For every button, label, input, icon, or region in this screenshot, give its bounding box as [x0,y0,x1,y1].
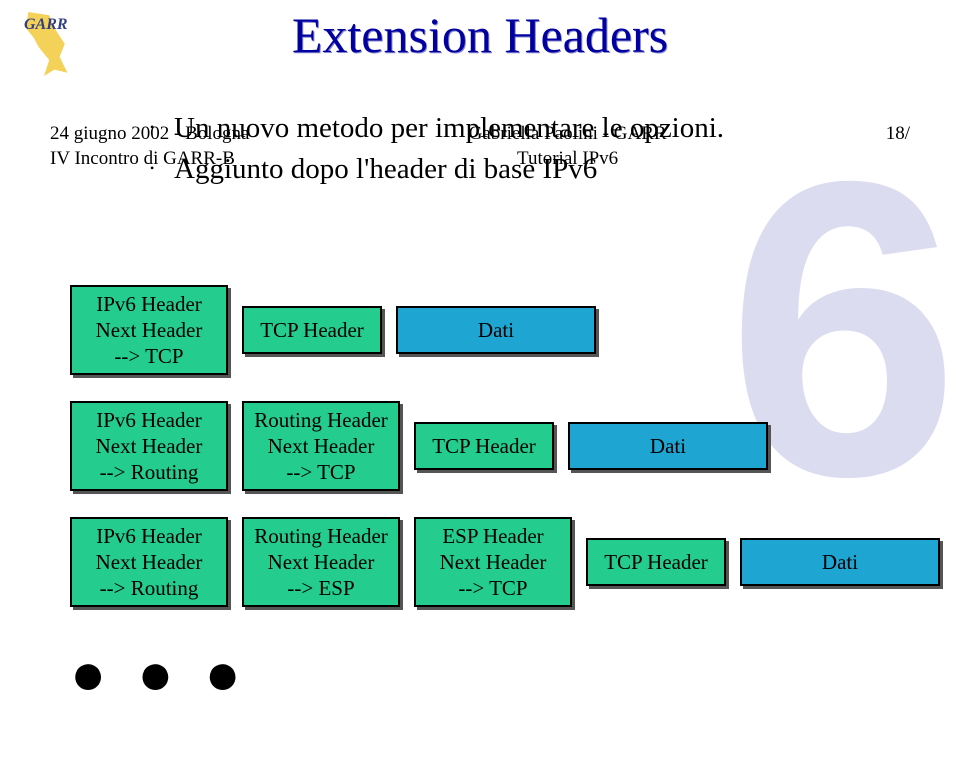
diagram-cell-tcp: TCP Header [242,306,382,354]
diagram-cell-header: IPv6 HeaderNext Header--> Routing [70,401,228,491]
cell-line: Next Header [80,549,218,575]
cell-line: --> ESP [252,575,390,601]
footer-right: 18/ [886,121,910,172]
cell-line: Next Header [80,317,218,343]
cell-line: IPv6 Header [80,291,218,317]
cell-line: IPv6 Header [80,407,218,433]
cell-line: Routing Header [252,407,390,433]
garr-logo: GARR [12,8,102,80]
footer-topic: Tutorial IPv6 [469,146,667,172]
footer-author: Gabriella Paolini - GARR [469,121,667,147]
diagram-cell-header: IPv6 HeaderNext Header--> Routing [70,517,228,607]
cell-line: Next Header [252,549,390,575]
footer: 24 giugno 2002 - Bologna IV Incontro di … [0,121,960,172]
cell-line: TCP Header [424,433,544,459]
footer-date: 24 giugno 2002 - Bologna [50,121,250,147]
garr-logo-text: GARR [24,16,68,34]
cell-line: ESP Header [424,523,562,549]
diagram-row: IPv6 HeaderNext Header--> RoutingRouting… [70,401,954,491]
diagram-cell-header: Routing HeaderNext Header--> TCP [242,401,400,491]
cell-line: --> Routing [80,575,218,601]
diagram-row: IPv6 HeaderNext Header--> TCP TCP Header D… [70,285,954,375]
cell-line: Next Header [252,433,390,459]
cell-line: --> Routing [80,459,218,485]
cell-line: --> TCP [80,343,218,369]
cell-line: Routing Header [252,523,390,549]
headers-diagram: IPv6 HeaderNext Header--> TCPTCP HeaderD… [70,285,954,633]
footer-event: IV Incontro di GARR-B [50,146,250,172]
footer-page: 18/ [886,121,910,147]
diagram-cell-data: Dati [740,538,940,586]
cell-line: Next Header [424,549,562,575]
diagram-cell-tcp: TCP Header [414,422,554,470]
footer-left: 24 giugno 2002 - Bologna IV Incontro di … [50,121,250,172]
diagram-cell-header: IPv6 HeaderNext Header--> TCP [70,285,228,375]
diagram-cell-header: Routing HeaderNext Header--> ESP [242,517,400,607]
diagram-cell-data: Dati [396,306,596,354]
cell-line: --> TCP [424,575,562,601]
cell-line: Next Header [80,433,218,459]
cell-line: Dati [578,433,758,459]
footer-center: Gabriella Paolini - GARR Tutorial IPv6 [469,121,667,172]
cell-line: Dati [750,549,930,575]
cell-line: TCP Header [252,317,372,343]
cell-line: --> TCP [252,459,390,485]
diagram-cell-header: ESP HeaderNext Header--> TCP [414,517,572,607]
cell-line: TCP Header [596,549,716,575]
diagram-cell-tcp: TCP Header [586,538,726,586]
cell-line: IPv6 Header [80,523,218,549]
cell-line: Dati [406,317,586,343]
ellipsis-dots: ● ● ● [70,640,249,709]
diagram-cell-data: Dati [568,422,768,470]
slide-title: Extension Headers [0,0,960,64]
diagram-row: IPv6 HeaderNext Header--> RoutingRouting… [70,517,954,607]
